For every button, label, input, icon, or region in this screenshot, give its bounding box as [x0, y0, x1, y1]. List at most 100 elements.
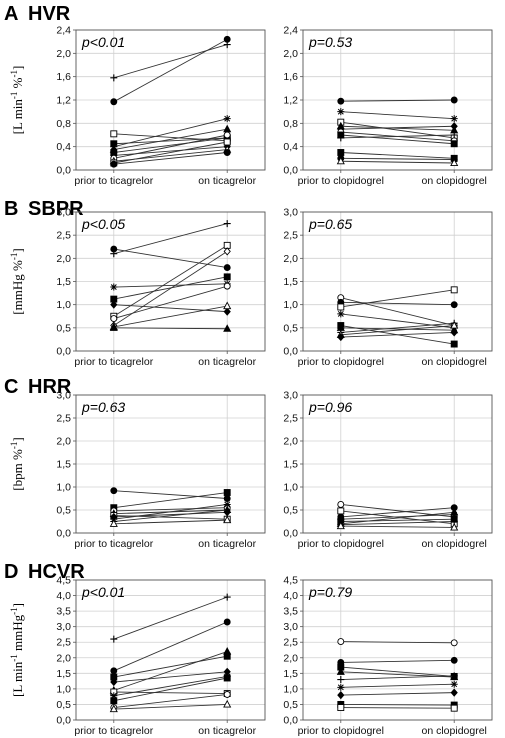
y-tick-label: 3,0: [56, 621, 71, 633]
series-segment: [340, 125, 455, 131]
y-tick-label: 2,5: [56, 637, 71, 649]
data-point: [450, 122, 458, 131]
series-line: [337, 638, 458, 647]
data-point: [450, 522, 459, 531]
series-line: [337, 328, 458, 342]
p-value-annotation: p<0.01: [81, 34, 125, 50]
data-point: [223, 674, 231, 682]
series-segment: [340, 99, 455, 102]
x-tick-label: on clopidogrel: [422, 538, 487, 550]
series-line: [110, 489, 231, 512]
series-line: [337, 688, 458, 700]
data-point: [109, 519, 118, 527]
series-line: [110, 35, 231, 106]
data-point: [336, 667, 345, 675]
data-point: [223, 489, 231, 496]
data-point: [110, 315, 118, 323]
panel-d: D HCVR [L min-1 mmHg-1] 0,0 0,5 1,0 1,5 2,0 2,5 3…: [4, 561, 493, 737]
data-point: [110, 487, 118, 495]
y-tick-label: 0,0: [283, 528, 298, 540]
y-tick-label: 0,0: [56, 346, 71, 358]
x-tick-label: on ticagrelor: [198, 356, 256, 368]
data-point: [337, 638, 345, 646]
series-segment: [113, 118, 228, 148]
data-point: [337, 333, 345, 342]
series-segment: [340, 325, 455, 336]
y-tick-label: 4,5: [283, 575, 298, 587]
series-line: [110, 674, 231, 705]
y-tick-label: 0,0: [56, 165, 71, 177]
series-segment: [340, 157, 455, 160]
x-tick-label: prior to clopidogrel: [298, 356, 384, 368]
y-tick-label: 3,0: [283, 390, 298, 402]
y-tick-label: 2,5: [283, 230, 298, 242]
y-tick-label: 2,4: [283, 25, 298, 37]
y-tick-label: 2,4: [56, 25, 71, 37]
data-point: [110, 667, 118, 675]
y-tick-label: 0,5: [283, 505, 298, 517]
y-tick-label: 0,5: [56, 505, 71, 517]
series-segment: [113, 137, 228, 153]
y-tick-label: 0,0: [283, 346, 298, 358]
series-segment: [113, 133, 228, 142]
series-line: [337, 96, 458, 105]
series-line: [110, 593, 231, 643]
p-value-annotation: p=0.65: [308, 216, 352, 232]
data-point: [337, 501, 345, 508]
series-line: [337, 298, 458, 309]
data-point: [450, 328, 458, 337]
series-segment: [113, 504, 228, 520]
series-segment: [340, 134, 455, 139]
x-tick-label: on clopidogrel: [422, 356, 487, 368]
y-tick-label: 1,6: [56, 71, 71, 83]
subplot-left: 0,0 0,4 0,8 1,2 1,6 2,0 2,4 prior to ticagrelor…: [56, 25, 266, 187]
panel-label: B: [4, 198, 18, 220]
series-line: [110, 487, 231, 502]
data-point: [223, 264, 231, 272]
series-segment: [113, 511, 228, 518]
y-tick-label: 2,0: [56, 436, 71, 448]
plot-frame: [75, 394, 266, 534]
y-tick-label: 1,5: [283, 459, 298, 471]
data-point: [110, 74, 118, 82]
data-point: [223, 220, 231, 228]
y-tick-label: 0,4: [56, 141, 71, 153]
y-tick-label: 1,2: [283, 95, 298, 107]
data-point: [223, 324, 232, 332]
y-tick-label: 0,0: [283, 165, 298, 177]
data-point: [110, 635, 118, 643]
y-tick-label: 1,0: [283, 482, 298, 494]
data-point: [337, 108, 345, 116]
series-segment: [113, 248, 228, 269]
series-segment: [113, 134, 228, 159]
series-line: [109, 699, 232, 713]
y-tick-label: 2,0: [283, 436, 298, 448]
data-point: [337, 507, 345, 515]
series-line: [337, 700, 458, 709]
data-point: [450, 320, 459, 329]
subplot-right: 0,0 0,5 1,0 1,5 2,0 2,5 3,0 prior to clopidogre…: [283, 390, 493, 550]
y-tick-label: 0,5: [283, 322, 298, 334]
series-segment: [113, 141, 228, 164]
series-segment: [113, 676, 228, 697]
panel-label: D: [4, 561, 18, 583]
data-point: [110, 283, 118, 291]
y-tick-label: 1,2: [56, 95, 71, 107]
y-tick-label: 1,0: [283, 299, 298, 311]
series-line: [110, 691, 231, 712]
data-point: [450, 507, 459, 516]
data-point: [450, 140, 458, 148]
series-segment: [340, 707, 455, 709]
series-segment: [113, 507, 228, 512]
series-segment: [113, 152, 228, 165]
data-point: [223, 124, 232, 133]
series-line: [337, 108, 458, 123]
data-point: [223, 506, 231, 514]
series-segment: [340, 332, 455, 338]
data-point: [109, 704, 118, 713]
data-point: [223, 515, 232, 524]
series-segment: [340, 683, 455, 688]
x-tick-label: prior to ticagrelor: [74, 538, 153, 550]
y-tick-label: 3,0: [283, 621, 298, 633]
data-point: [337, 97, 345, 105]
